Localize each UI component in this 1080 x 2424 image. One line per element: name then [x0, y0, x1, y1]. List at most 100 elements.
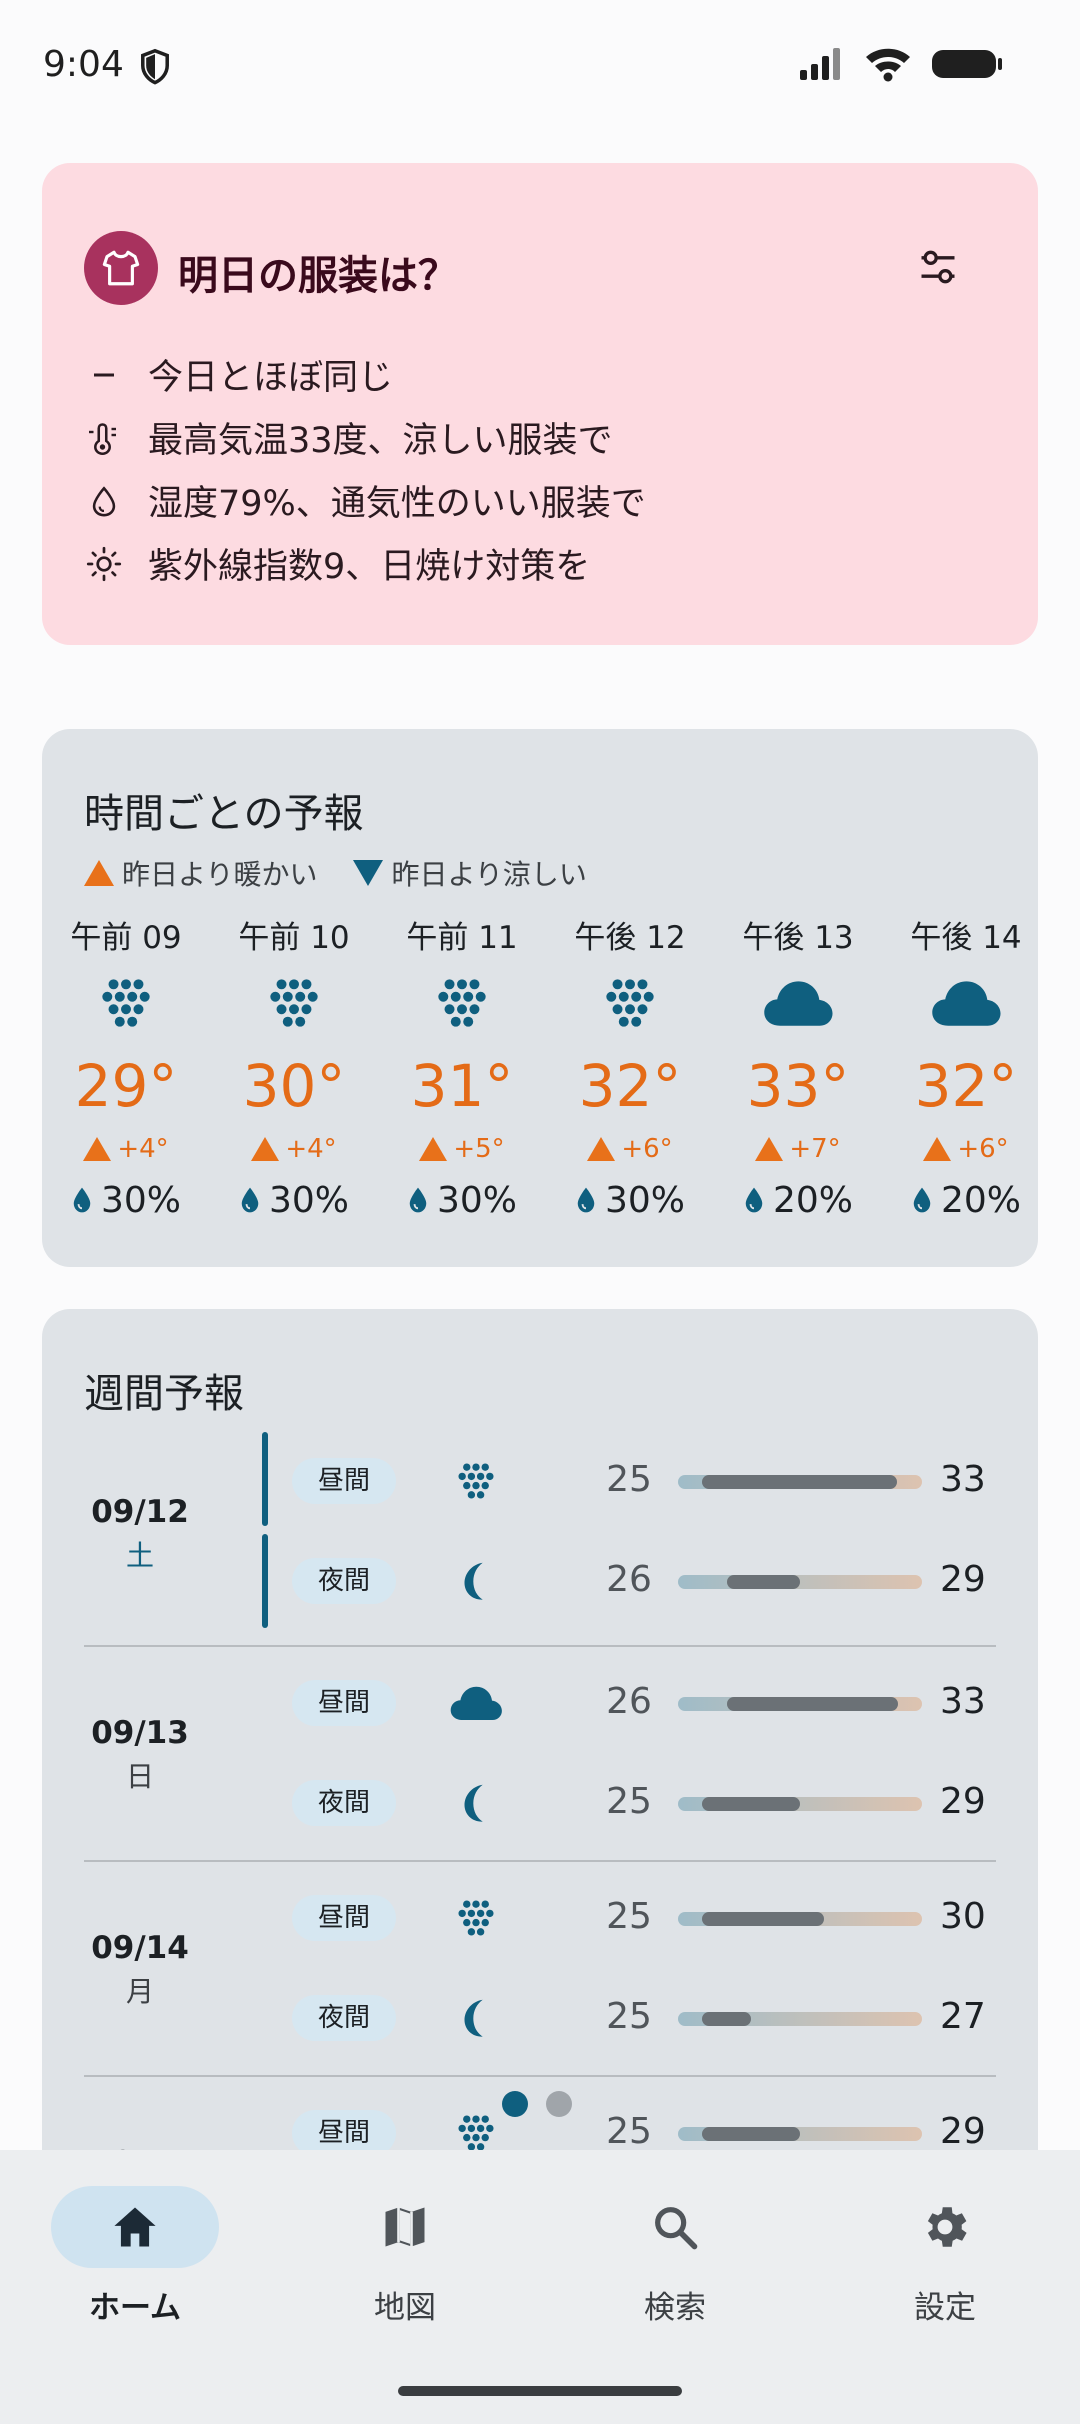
clothing-card[interactable]: 明日の服装は？ 今日とほぼ同じ 最高気温33度、涼しい服装で: [42, 163, 1038, 645]
bottom-navigation: ホーム 地図 検索 設定: [0, 2150, 1080, 2424]
max-temperature: 29: [940, 1781, 986, 1822]
nav-search-label: 検索: [644, 2290, 706, 2326]
period-weather-icon: [446, 2105, 506, 2161]
dash-icon: [84, 355, 124, 395]
battery-icon: [932, 50, 1002, 78]
weekly-day-of-week: 月: [125, 1975, 154, 2008]
hourly-delta-value: +6°: [621, 1134, 673, 1164]
warmer-triangle-icon: [755, 1137, 784, 1161]
period-weather-icon: [446, 1675, 506, 1731]
hourly-temp-delta: +6°: [546, 1129, 714, 1169]
hourly-legend: 昨日より暖かい 昨日より涼しい: [84, 853, 587, 893]
nav-home-pill[interactable]: [51, 2186, 219, 2268]
weekly-nighttime-row: 夜間 26 29: [84, 1545, 996, 1615]
warmer-triangle-icon: [923, 1137, 952, 1161]
weekly-day[interactable]: 09/12 土 昼間 25 33 夜間 26 29: [84, 1430, 996, 1645]
temperature-range-fill: [727, 1697, 898, 1711]
period-chip: 夜間: [292, 1995, 396, 2041]
nav-settings[interactable]: 設定: [845, 2186, 1045, 2327]
weekly-title: 週間予報: [84, 1371, 244, 1417]
weekly-date: 09/14: [91, 1930, 189, 1966]
moon-icon: [464, 1784, 483, 1822]
nav-settings-pill[interactable]: [861, 2186, 1029, 2268]
temperature-range-fill: [702, 2012, 751, 2026]
page-dot[interactable]: [546, 2091, 572, 2117]
hourly-rain-value: 30%: [604, 1179, 685, 1221]
weekly-day[interactable]: 09/13 日 昼間 26 33 夜間 25 29: [84, 1645, 996, 1860]
hourly-rain-value: 20%: [940, 1179, 1021, 1221]
status-bar: 9:04: [0, 0, 1080, 136]
cloud-icon: [450, 1686, 502, 1721]
snow-dots-icon: [458, 1900, 494, 1936]
nav-home[interactable]: ホーム: [35, 2186, 235, 2327]
tune-icon[interactable]: [916, 245, 960, 289]
nav-map-label: 地図: [374, 2290, 436, 2326]
hourly-temp-delta: +5°: [378, 1129, 546, 1169]
legend-cooler-label: 昨日より涼しい: [391, 858, 587, 891]
hourly-weather-icon: [882, 963, 1038, 1043]
clothing-advice-text: 最高気温33度、涼しい服装で: [148, 421, 613, 461]
raindrop-icon: [913, 1187, 931, 1213]
wifi-icon: [866, 48, 910, 82]
hourly-temperature: 31°: [410, 1052, 514, 1120]
warmer-triangle-icon: [251, 1137, 280, 1161]
period-chip: 昼間: [292, 1680, 396, 1726]
temperature-range-fill: [727, 1575, 800, 1589]
nav-search[interactable]: 検索: [575, 2186, 775, 2327]
nav-map-pill[interactable]: [321, 2186, 489, 2268]
nav-map[interactable]: 地図: [305, 2186, 505, 2327]
hourly-item: 午後 14 32° +6° 20%: [882, 913, 1038, 1253]
warmer-triangle-icon: [587, 1137, 616, 1161]
today-indicator: [262, 1432, 268, 1526]
clothing-advice-list: 今日とほぼ同じ 最高気温33度、涼しい服装で 湿度79: [84, 343, 646, 595]
hourly-temp-delta: +4°: [42, 1129, 210, 1169]
hourly-time: 午後 12: [574, 920, 686, 956]
map-icon: [385, 2207, 425, 2247]
max-temperature: 33: [940, 1681, 986, 1722]
clothing-title: 明日の服装は？: [178, 253, 458, 299]
max-temperature: 27: [940, 1996, 986, 2037]
hourly-temp-delta: +6°: [882, 1129, 1038, 1169]
hourly-delta-value: +6°: [957, 1134, 1009, 1164]
gear-icon: [927, 2207, 967, 2247]
temperature-range-fill: [702, 2127, 800, 2141]
moon-icon: [464, 1562, 483, 1600]
temperature-range-bar: [678, 1575, 922, 1589]
home-indicator[interactable]: [398, 2386, 682, 2396]
snow-dots-icon: [102, 979, 150, 1027]
hourly-scroll-list[interactable]: 午前 09 29° +4° 30% 午前 10 30° +4° 30% 午前 1…: [42, 913, 1038, 1253]
thermometer-icon: [84, 418, 124, 458]
warmer-triangle-icon: [419, 1137, 448, 1161]
warmer-triangle-icon: [84, 860, 114, 886]
nav-home-label: ホーム: [88, 2290, 182, 2326]
status-time: 9:04: [43, 44, 124, 85]
hourly-temperature: 30°: [242, 1052, 346, 1120]
nav-search-pill[interactable]: [591, 2186, 759, 2268]
cloud-icon: [931, 981, 1001, 1026]
weekly-daytime-row: 昼間 25 29: [84, 2097, 996, 2167]
hourly-temp-delta: +4°: [210, 1129, 378, 1169]
weekly-day[interactable]: 09/14 月 昼間 25 30 夜間 25 27: [84, 1860, 996, 2075]
clothing-advice-text: 湿度79%、通気性のいい服装で: [148, 484, 646, 524]
clothing-advice-text: 今日とほぼ同じ: [148, 358, 394, 398]
max-temperature: 29: [940, 1559, 986, 1600]
weekly-daytime-row: 昼間 25 30: [84, 1882, 996, 1952]
max-temperature: 30: [940, 1896, 986, 1937]
temperature-range-bar: [678, 1912, 922, 1926]
hourly-rain-value: 30%: [268, 1179, 349, 1221]
hourly-temperature: 29°: [74, 1052, 178, 1120]
min-temperature: 26: [606, 1559, 652, 1600]
temperature-range-bar: [678, 2127, 922, 2141]
hourly-precipitation: 30%: [378, 1169, 546, 1231]
hourly-delta-value: +4°: [117, 1134, 169, 1164]
hourly-item: 午前 10 30° +4° 30%: [210, 913, 378, 1253]
cloud-icon: [763, 981, 833, 1026]
min-temperature: 25: [606, 1781, 652, 1822]
weekly-nighttime-row: 夜間 25 29: [84, 1767, 996, 1837]
hourly-time: 午前 11: [406, 920, 518, 956]
clothing-advice-text: 紫外線指数9、日焼け対策を: [148, 547, 591, 587]
page-dot-active[interactable]: [502, 2091, 528, 2117]
period-weather-icon: [446, 1775, 506, 1831]
hourly-forecast-card: 時間ごとの予報 昨日より暖かい 昨日より涼しい 午前 09 29° +4° 30…: [42, 729, 1038, 1267]
raindrop-icon: [577, 1187, 595, 1213]
